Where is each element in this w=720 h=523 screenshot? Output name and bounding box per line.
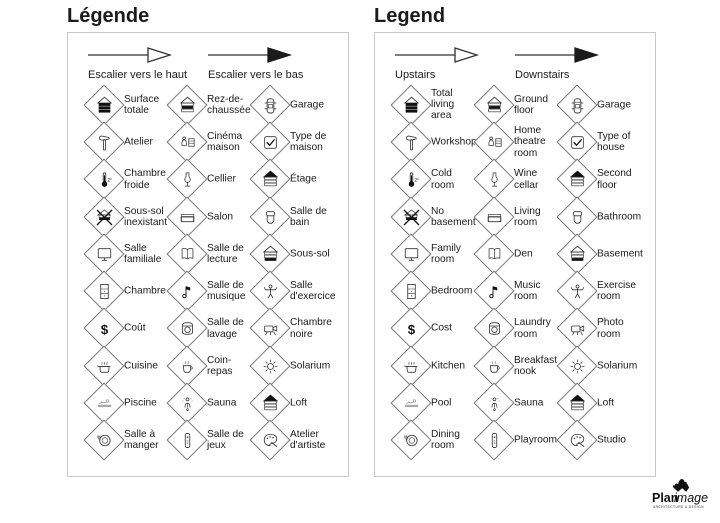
svg-text:$: $ xyxy=(100,322,108,337)
svg-text:2°: 2° xyxy=(107,178,112,184)
svg-text:$: $ xyxy=(407,322,415,337)
svg-text:2°: 2° xyxy=(414,178,419,184)
svg-text:ARCHITECTURE & DESIGN: ARCHITECTURE & DESIGN xyxy=(653,505,704,509)
svg-text:image: image xyxy=(674,491,708,505)
